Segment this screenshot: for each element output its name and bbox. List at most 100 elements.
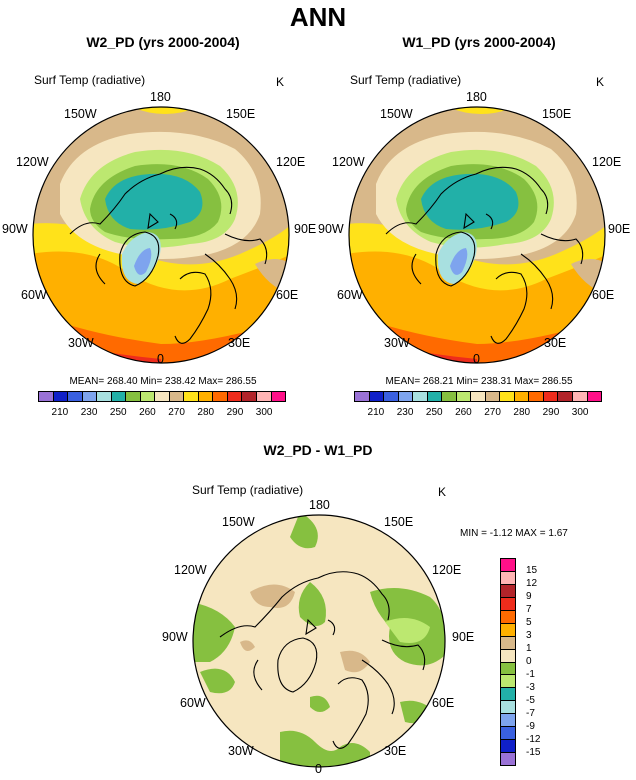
p2-lon-120w: 120W	[332, 155, 365, 169]
colorbar-swatch	[441, 392, 456, 401]
colorbar-swatch	[501, 583, 515, 597]
colorbar-tick-label: 210	[367, 407, 385, 418]
colorbar-swatch	[501, 726, 515, 740]
colorbar-swatch	[197, 392, 213, 401]
colorbar-tick-label: 12	[526, 578, 538, 589]
colorbar-tick-label: 9	[526, 591, 532, 602]
colorbar-tick-label: 290	[226, 407, 244, 418]
colorbar-swatch	[501, 752, 515, 765]
diff-panel-stats: MIN = -1.12 MAX = 1.67	[460, 528, 568, 539]
colorbar-swatch	[501, 739, 515, 753]
d-lon-120e: 120E	[432, 563, 462, 577]
d-lon-120w: 120W	[174, 563, 207, 577]
colorbar-swatch	[52, 392, 68, 401]
colorbar-swatch	[557, 392, 572, 401]
colorbar-tick-label: 230	[80, 407, 98, 418]
colorbar-swatch	[501, 609, 515, 623]
p1-lon-60w: 60W	[21, 288, 47, 302]
colorbar-swatch	[67, 392, 82, 401]
colorbar-swatch	[499, 392, 514, 401]
colorbar-swatch	[571, 392, 587, 401]
colorbar-tick-label: 1	[526, 643, 532, 654]
p1-lon-30e: 30E	[228, 336, 251, 350]
d-lon-60e: 60E	[432, 696, 455, 710]
colorbar-swatch	[501, 635, 515, 649]
diff-panel-variable: Surf Temp (radiative)	[192, 483, 304, 497]
colorbar-swatch	[139, 392, 155, 401]
colorbar-tick-label: 210	[51, 407, 69, 418]
colorbar-swatch	[513, 392, 529, 401]
p2-lon-90w: 90W	[318, 222, 344, 236]
colorbar-swatch	[501, 674, 515, 688]
colorbar-swatch	[455, 392, 471, 401]
colorbar-tick-label: 280	[513, 407, 531, 418]
p1-lon-0: 0	[157, 352, 164, 366]
colorbar-swatch	[501, 570, 515, 584]
colorbar-swatch	[241, 392, 256, 401]
map-boundary	[32, 106, 290, 364]
p1-lon-180: 180	[150, 90, 171, 104]
colorbar-swatch	[96, 392, 111, 401]
colorbar-swatch	[426, 392, 442, 401]
colorbar-swatch	[168, 392, 184, 401]
diff-colorbar: 15 12 9 7 5 3 1 0 -1 -3 -5 -7 -9 -12 -15	[500, 558, 550, 766]
p1-lon-120e: 120E	[276, 155, 306, 169]
colorbar-swatch	[110, 392, 126, 401]
colorbar-swatch	[212, 392, 227, 401]
colorbar-swatch	[501, 700, 515, 714]
colorbar-swatch	[501, 661, 515, 675]
coastlines	[219, 571, 426, 749]
colorbar-swatch	[501, 559, 515, 571]
colorbar-swatch	[125, 392, 140, 401]
colorbar-tick-label: 5	[526, 617, 532, 628]
d-lon-150e: 150E	[384, 515, 414, 529]
panel-1-stats: MEAN= 268.40 Min= 238.42 Max= 286.55	[69, 376, 257, 387]
p1-lon-30w: 30W	[68, 336, 94, 350]
colorbar-tick-label: -9	[526, 721, 535, 732]
map-boundary	[192, 514, 446, 768]
diff-panel-units: K	[438, 485, 447, 499]
colorbar-tick-label: -3	[526, 682, 535, 693]
colorbar-swatch	[501, 648, 515, 662]
panel-2-variable: Surf Temp (radiative)	[350, 73, 462, 87]
p2-lon-60w: 60W	[337, 288, 363, 302]
colorbar-tick-label: 280	[197, 407, 215, 418]
colorbar-tick-label: -7	[526, 708, 535, 719]
p2-lon-120e: 120E	[592, 155, 622, 169]
colorbar-tick-label: 0	[526, 656, 532, 667]
colorbar-swatch	[368, 392, 384, 401]
diff-panel-map	[192, 514, 446, 768]
figure-title: ANN	[289, 2, 347, 32]
colorbar-tick-label: 3	[526, 630, 532, 641]
colorbar-swatch	[470, 392, 485, 401]
d-lon-150w: 150W	[222, 515, 255, 529]
colorbar-tick-label: -15	[526, 747, 541, 758]
p2-lon-150w: 150W	[380, 107, 413, 121]
colorbar-swatch	[501, 596, 515, 610]
coastlines	[69, 166, 268, 344]
colorbar-swatch	[355, 392, 369, 401]
colorbar-swatch	[528, 392, 543, 401]
d-lon-30e: 30E	[384, 744, 407, 758]
p2-lon-30w: 30W	[384, 336, 410, 350]
colorbar-swatch	[183, 392, 198, 401]
d-lon-60w: 60W	[180, 696, 206, 710]
colorbar-tick-label: 300	[571, 407, 589, 418]
panel-2-units: K	[596, 75, 605, 89]
p1-lon-150e: 150E	[226, 107, 256, 121]
colorbar-swatch	[542, 392, 558, 401]
colorbar-swatch	[154, 392, 169, 401]
colorbar-tick-label: 250	[109, 407, 127, 418]
p1-lon-120w: 120W	[16, 155, 49, 169]
colorbar-swatch	[501, 622, 515, 636]
panel-2-colorbar: 210 230 250 260 270 280 290 300	[354, 391, 602, 425]
colorbar-tick-label: 260	[455, 407, 472, 418]
p2-lon-180: 180	[466, 90, 487, 104]
colorbar-tick-label: 300	[255, 407, 273, 418]
colorbar-tick-label: -12	[526, 734, 541, 745]
colorbar-tick-label: -5	[526, 695, 535, 706]
colorbar-tick-label: 290	[542, 407, 560, 418]
p2-lon-30e: 30E	[544, 336, 567, 350]
field-teal	[105, 173, 203, 230]
colorbar-swatch	[397, 392, 413, 401]
